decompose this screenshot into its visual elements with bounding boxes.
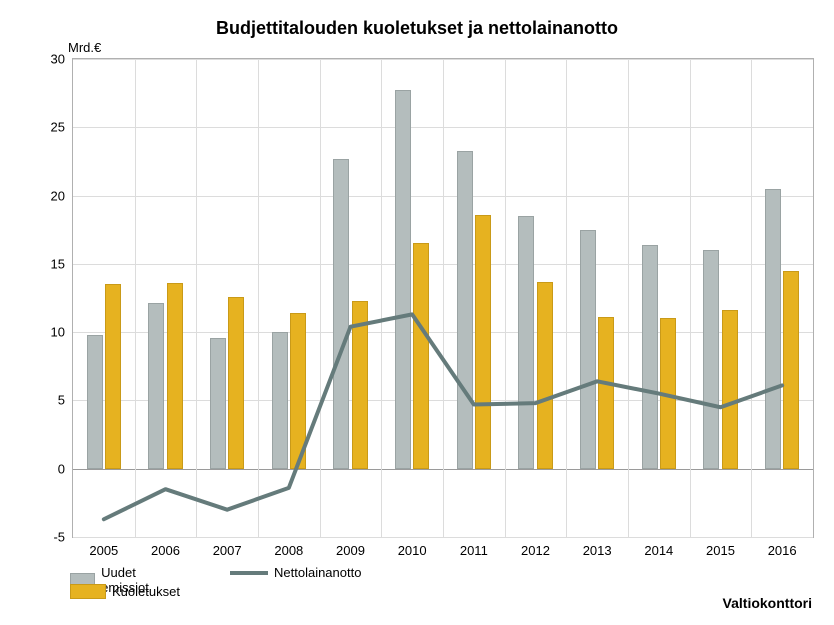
- x-tick-label: 2011: [460, 537, 488, 558]
- y-tick-label: 15: [51, 256, 73, 271]
- x-tick-label: 2005: [89, 537, 118, 558]
- chart-container: Budjettitalouden kuoletukset ja nettolai…: [0, 0, 834, 625]
- legend-label: Nettolainanotto: [274, 565, 361, 580]
- y-tick-label: 20: [51, 188, 73, 203]
- source-label: Valtiokonttori: [723, 595, 812, 611]
- legend-line-swatch: [230, 571, 268, 575]
- x-tick-label: 2006: [151, 537, 180, 558]
- x-tick-label: 2014: [644, 537, 673, 558]
- x-tick-label: 2015: [706, 537, 735, 558]
- y-tick-label: -5: [53, 530, 73, 545]
- x-tick-label: 2013: [583, 537, 612, 558]
- nettolainanotto-line: [104, 314, 782, 519]
- line-series-overlay: [73, 59, 813, 537]
- y-tick-label: 0: [58, 461, 73, 476]
- y-tick-label: 5: [58, 393, 73, 408]
- plot-area: -505101520253020052006200720082009201020…: [72, 58, 814, 538]
- y-tick-label: 25: [51, 120, 73, 135]
- x-tick-label: 2009: [336, 537, 365, 558]
- x-tick-label: 2007: [213, 537, 242, 558]
- y-tick-label: 30: [51, 52, 73, 67]
- legend-item: Kuoletukset: [70, 584, 180, 599]
- x-tick-label: 2012: [521, 537, 550, 558]
- legend-swatch: [70, 584, 106, 599]
- chart-title: Budjettitalouden kuoletukset ja nettolai…: [0, 18, 834, 39]
- legend-label: Kuoletukset: [112, 584, 180, 599]
- x-tick-label: 2008: [274, 537, 303, 558]
- x-tick-label: 2010: [398, 537, 427, 558]
- y-grid-line: [73, 537, 813, 538]
- y-tick-label: 10: [51, 325, 73, 340]
- x-tick-label: 2016: [768, 537, 797, 558]
- legend-item: Nettolainanotto: [230, 565, 361, 580]
